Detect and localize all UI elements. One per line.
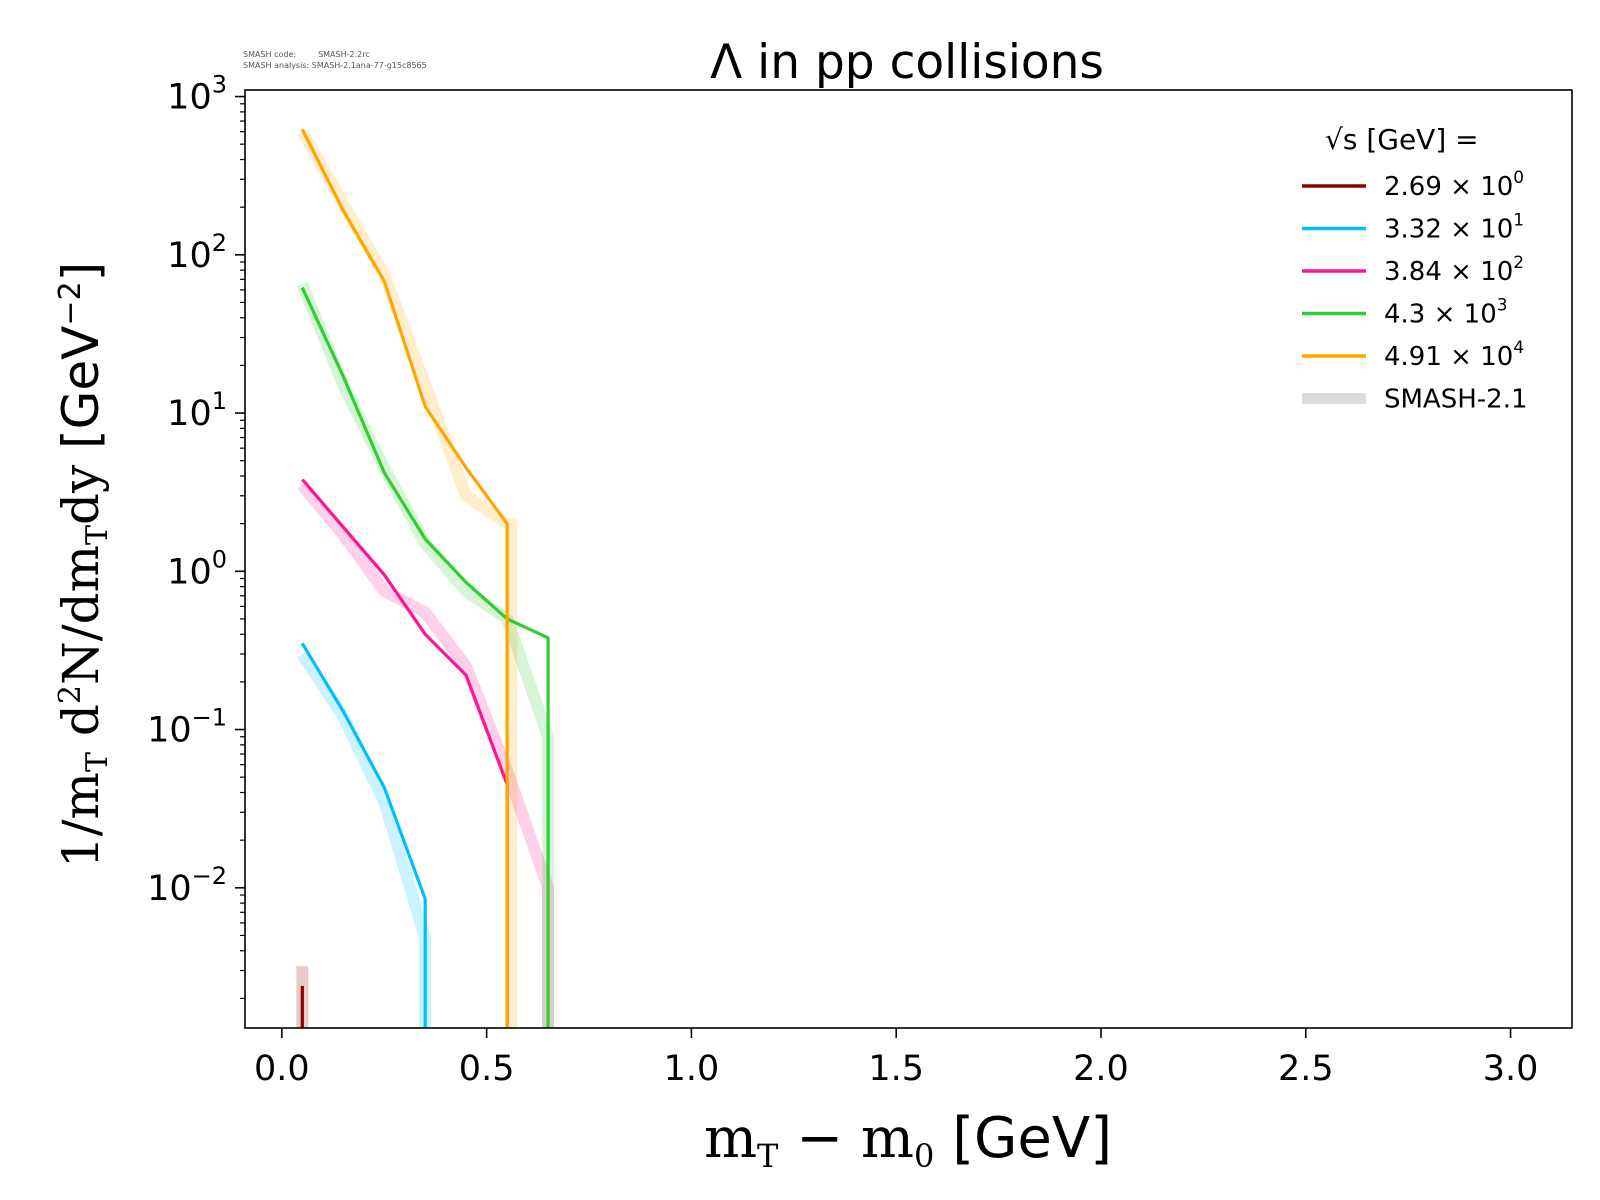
x-tick-label: 1.5 bbox=[868, 1049, 924, 1089]
reference-line-3 bbox=[296, 282, 555, 1028]
x-tick-label: 0.0 bbox=[254, 1049, 310, 1089]
legend-title: √s [GeV] = bbox=[1325, 123, 1479, 156]
smash-analysis-annotation: SMASH analysis: SMASH-2.1ana-77-g15c8565 bbox=[243, 61, 427, 70]
chart-title: Λ in pp collisions bbox=[710, 35, 1104, 90]
y-tick-label: 103 bbox=[167, 71, 227, 118]
y-tick-label: 101 bbox=[167, 387, 227, 434]
legend-entry-label: 3.84 × 102 bbox=[1384, 253, 1524, 287]
y-tick-label: 100 bbox=[167, 545, 227, 592]
y-tick-label: 10−1 bbox=[147, 704, 227, 751]
x-tick-label: 2.0 bbox=[1073, 1049, 1129, 1089]
plot-area-frame bbox=[244, 89, 1573, 1029]
x-axis: 0.0 0.5 1.0 1.5 2.0 2.5 3.0 bbox=[254, 1028, 1538, 1089]
smash-analysis-label: SMASH analysis: bbox=[243, 61, 310, 70]
x-axis-label: mT − m0 [GeV] bbox=[704, 1106, 1112, 1175]
series-line-1 bbox=[300, 642, 427, 1028]
y-axis: 10−2 10−1 100 101 102 103 bbox=[147, 71, 245, 999]
series-line-3 bbox=[300, 287, 550, 1028]
legend-entry-label: 2.69 × 100 bbox=[1384, 168, 1524, 202]
y-tick-label: 10−2 bbox=[147, 862, 227, 909]
smash-code-label: SMASH code: bbox=[243, 50, 297, 59]
legend-entry-reference: SMASH-2.1 bbox=[1384, 385, 1528, 415]
smash-code-value: SMASH-2.2rc bbox=[318, 50, 370, 59]
data-series bbox=[300, 128, 550, 1028]
x-tick-label: 2.5 bbox=[1278, 1049, 1334, 1089]
y-tick-label: 102 bbox=[167, 229, 227, 276]
legend-entry-label: 3.32 × 101 bbox=[1384, 211, 1524, 245]
legend: √s [GeV] = 2.69 × 100 3.32 × 101 3.84 × 102… bbox=[1302, 123, 1528, 415]
series-line-2 bbox=[301, 478, 509, 1028]
legend-entry-label: 4.91 × 104 bbox=[1384, 338, 1524, 372]
x-tick-label: 3.0 bbox=[1483, 1049, 1539, 1089]
y-axis-label: 1/mT d2N/dmTdy [GeV−2] bbox=[52, 262, 115, 868]
series-line-4 bbox=[300, 128, 509, 1028]
smash-analysis-value: SMASH-2.1ana-77-g15c8565 bbox=[311, 61, 427, 70]
reference-lines bbox=[296, 128, 555, 1028]
smash-code-annotation: SMASH code: SMASH-2.2rc bbox=[243, 50, 370, 59]
legend-entry-label: 4.3 × 103 bbox=[1384, 296, 1508, 330]
reference-line-2 bbox=[297, 481, 555, 1028]
x-tick-label: 0.5 bbox=[459, 1049, 515, 1089]
reference-line-4 bbox=[297, 128, 518, 1028]
x-tick-label: 1.0 bbox=[664, 1049, 720, 1089]
reference-line-1 bbox=[297, 650, 432, 1028]
